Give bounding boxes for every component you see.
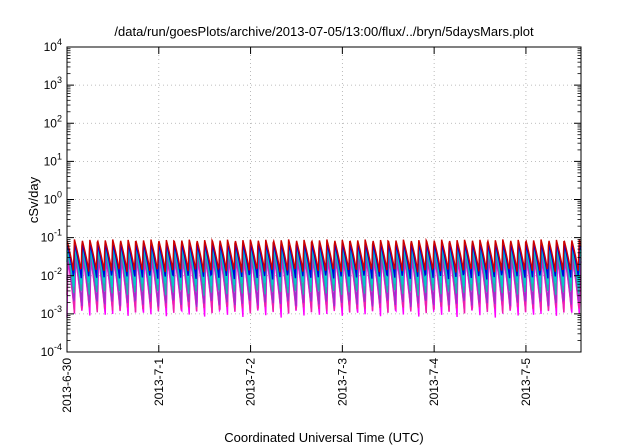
y-tick-label: 102 [44, 113, 62, 130]
y-tick-label: 10-3 [41, 304, 62, 321]
tick-marks [66, 46, 581, 353]
y-tick-label: 10-2 [41, 266, 62, 283]
y-tick-label: 103 [44, 75, 62, 92]
y-axis-label: cSv/day [26, 176, 41, 223]
series-line [66, 237, 582, 273]
y-tick-label: 104 [44, 37, 62, 54]
x-tick-label: 2013-7-2 [244, 358, 258, 406]
y-tick-label: 101 [44, 151, 62, 168]
x-axis-label: Coordinated Universal Time (UTC) [224, 430, 423, 445]
y-tick-label: 10-4 [41, 342, 62, 359]
x-tick-label: 2013-7-5 [519, 358, 533, 406]
series-layer [66, 237, 582, 318]
y-tick-label: 10-1 [41, 228, 62, 245]
chart-title: /data/run/goesPlots/archive/2013-07-05/1… [114, 24, 534, 39]
x-tick-label: 2013-7-1 [152, 358, 166, 406]
x-tick-label: 2013-7-4 [427, 358, 441, 406]
x-tick-label: 2013-7-3 [335, 358, 349, 406]
y-tick-label: 100 [44, 190, 62, 207]
x-tick-label: 2013-6-30 [60, 358, 74, 413]
